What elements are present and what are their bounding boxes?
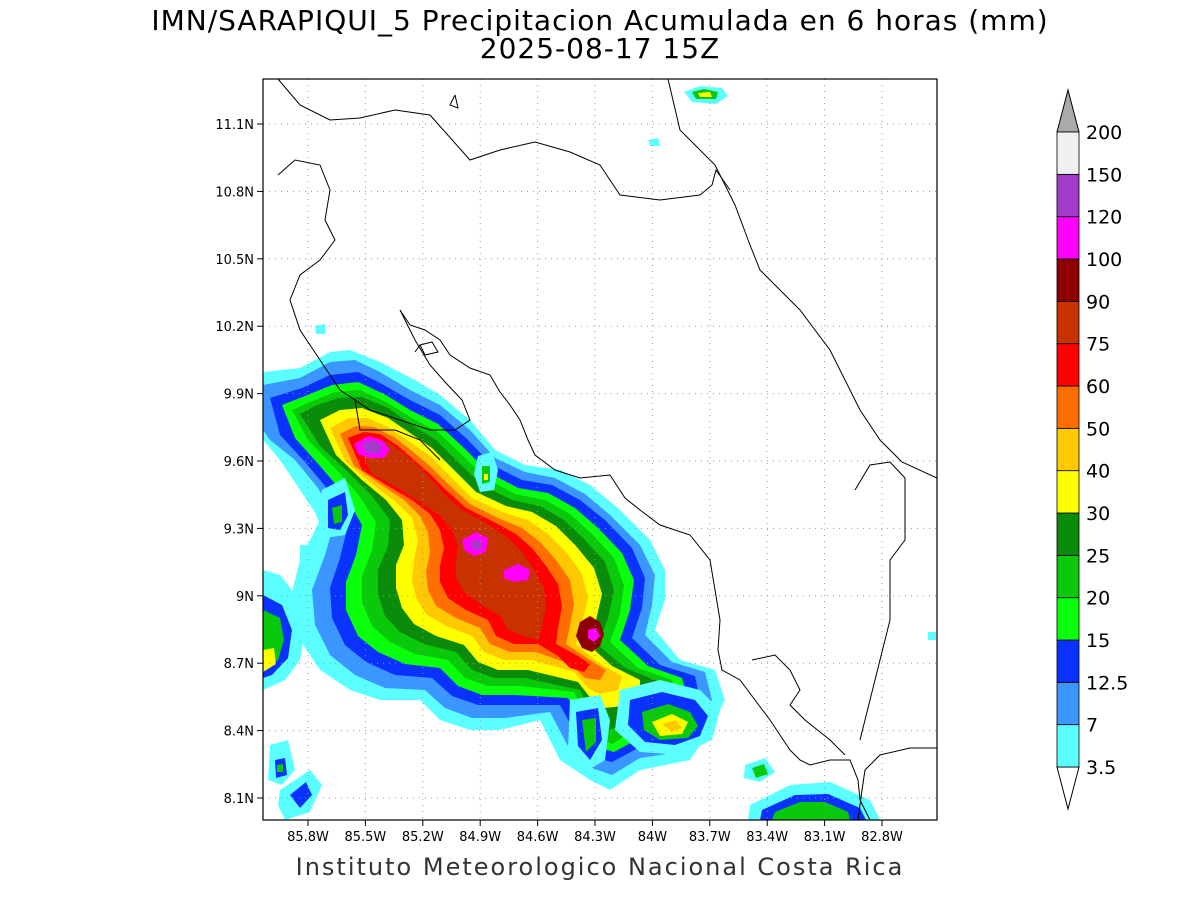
- colorbar-label: 120: [1086, 207, 1122, 229]
- lon-tick-label: 83.1W: [804, 830, 846, 845]
- lat-tick-label: 9.6N: [224, 455, 254, 470]
- colorbar-segment: [1056, 597, 1080, 641]
- lat-tick-label: 9N: [236, 590, 254, 605]
- lat-tick-label: 8.1N: [224, 792, 254, 807]
- lat-tick-label: 11.1N: [215, 118, 254, 133]
- colorbar-legend: 3.5 7 12.5 15 20 25 30 40 50 60 75 90 100 120 150 200: [1056, 88, 1128, 811]
- colorbar-label: 25: [1086, 545, 1110, 567]
- lon-tick-label: 82.8W: [861, 830, 903, 845]
- colorbar-label: 3.5: [1086, 757, 1116, 779]
- colorbar-segment: [1056, 427, 1080, 472]
- colorbar-label: 30: [1086, 503, 1110, 525]
- colorbar-label: 15: [1086, 630, 1110, 652]
- colorbar-label: 200: [1086, 122, 1122, 144]
- lat-tick-label: 9.3N: [224, 522, 254, 537]
- precipitation-field: [263, 86, 936, 820]
- lon-tick-label: 84.3W: [574, 830, 616, 845]
- longitude-labels: 85.8W 85.5W 85.2W 84.9W 84.6W 84.3W 84W 83.7W 83…: [287, 830, 903, 845]
- colorbar-segment: [1056, 724, 1080, 768]
- colorbar-segment: [1056, 554, 1080, 599]
- precip-75-layer: [356, 438, 546, 640]
- lon-tick-label: 83.4W: [746, 830, 788, 845]
- colorbar-segment: [1056, 385, 1080, 429]
- lat-tick-label: 8.4N: [224, 725, 254, 740]
- precip-120-layer: [354, 436, 600, 642]
- colorbar-segment: [1056, 639, 1080, 683]
- lat-tick-label: 10.2N: [215, 320, 254, 335]
- lon-tick-label: 85.8W: [287, 830, 329, 845]
- colorbar-segment: [1056, 300, 1080, 345]
- colorbar-label: 7: [1086, 715, 1098, 737]
- map-title: IMN/SARAPIQUI_5 Precipitacion Acumulada …: [151, 4, 1049, 37]
- colorbar-segment: [1056, 131, 1080, 175]
- colorbar-segment: [1056, 343, 1080, 387]
- latitude-labels: 11.1N 10.8N 10.5N 10.2N 9.9N 9.6N 9.3N 9N 8.7N 8.…: [215, 118, 254, 807]
- lat-tick-label: 10.8N: [215, 185, 254, 200]
- colorbar-label: 40: [1086, 461, 1110, 483]
- colorbar-label: 50: [1086, 418, 1110, 440]
- colorbar-label: 20: [1086, 588, 1110, 610]
- precip-west-blob-yellow: [263, 648, 276, 672]
- colorbar-segment: [1056, 258, 1080, 302]
- tick-marks: [257, 123, 883, 826]
- lon-tick-label: 85.2W: [402, 830, 444, 845]
- colorbar-segment: [1056, 470, 1080, 514]
- colorbar-segment: [1056, 681, 1080, 726]
- colorbar-segment: [1056, 173, 1080, 218]
- colorbar-label: 100: [1086, 249, 1122, 271]
- lat-tick-label: 9.9N: [224, 388, 254, 403]
- colorbar-segment: [1056, 216, 1080, 260]
- colorbar-label: 75: [1086, 334, 1110, 356]
- footer-credit: Instituto Meteorologico Nacional Costa R…: [295, 853, 905, 881]
- lat-tick-label: 8.7N: [224, 657, 254, 672]
- colorbar-label: 150: [1086, 164, 1122, 186]
- lon-tick-label: 85.5W: [344, 830, 386, 845]
- colorbar-label: 90: [1086, 291, 1110, 313]
- lon-tick-label: 84W: [638, 830, 668, 845]
- lon-tick-label: 84.9W: [459, 830, 501, 845]
- colorbar-label: 60: [1086, 376, 1110, 398]
- colorbar-bottom-triangle: [1056, 766, 1080, 811]
- colorbar-segment: [1056, 512, 1080, 556]
- coastline-borders: [277, 79, 937, 820]
- plot-frame: [262, 78, 938, 821]
- map-subtitle-datetime: 2025-08-17 15Z: [479, 32, 721, 65]
- colorbar-label: 12.5: [1086, 672, 1128, 694]
- colorbar-top-triangle: [1056, 88, 1080, 133]
- lat-tick-label: 10.5N: [215, 253, 254, 268]
- lon-tick-label: 84.6W: [517, 830, 559, 845]
- lon-tick-label: 83.7W: [689, 830, 731, 845]
- precip-150-layer: [362, 440, 482, 550]
- map-grid: [263, 79, 937, 820]
